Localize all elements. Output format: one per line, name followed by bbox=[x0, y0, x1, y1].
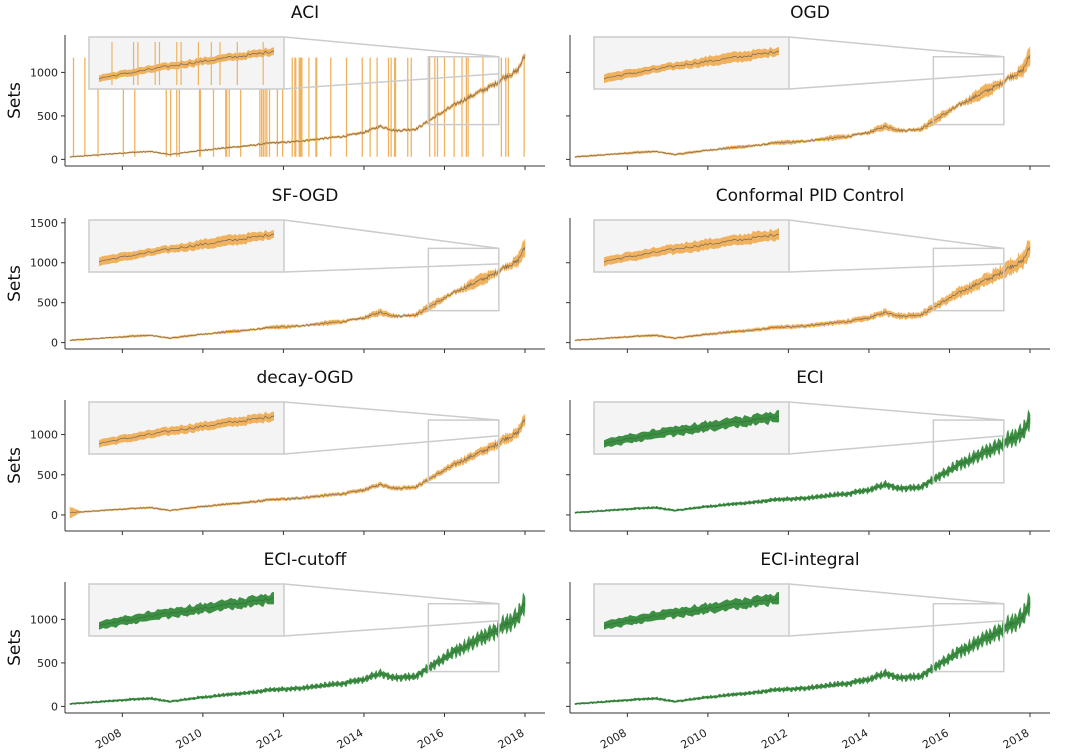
price-series-line bbox=[69, 602, 526, 705]
y-axis-label: Sets bbox=[5, 82, 25, 119]
zoom-inset-box bbox=[593, 401, 790, 455]
inset-connector-line bbox=[283, 72, 499, 90]
inset-band bbox=[604, 591, 779, 630]
x-tick-label: 2018 bbox=[496, 726, 527, 751]
subplot-title: ECI-integral bbox=[760, 550, 859, 570]
subplot-2: OGD bbox=[566, 3, 1050, 170]
inset-connector-line bbox=[788, 263, 1004, 273]
y-axis-label: Sets bbox=[5, 265, 25, 302]
prediction-set-band bbox=[69, 52, 526, 158]
inset-price-line bbox=[98, 233, 275, 263]
y-tick-label: 1000 bbox=[30, 429, 58, 442]
y-tick-label: 0 bbox=[51, 700, 58, 713]
x-tick-label: 2008 bbox=[598, 726, 629, 751]
inset-band bbox=[99, 591, 274, 630]
inset-connector-line bbox=[788, 219, 1004, 250]
zoom-region-box bbox=[427, 247, 500, 312]
inset-price-line bbox=[603, 415, 780, 445]
subplot-5: decay-OGD 0 500 1000 Sets bbox=[5, 368, 545, 535]
inset-connector-line bbox=[788, 435, 1004, 455]
inset-connector-line bbox=[788, 583, 1004, 605]
subplot-title: decay-OGD bbox=[256, 368, 353, 388]
price-series-line bbox=[574, 418, 1031, 514]
y-tick-label: 0 bbox=[51, 153, 58, 166]
subplot-6: ECI bbox=[566, 368, 1050, 535]
price-series-line bbox=[574, 55, 1031, 158]
zoom-inset-box bbox=[593, 36, 790, 90]
inset-band bbox=[604, 227, 779, 267]
subplot-1: ACI 0 500 1000 Sets bbox=[5, 3, 545, 170]
inset-connector-line bbox=[788, 72, 1004, 90]
price-series-line bbox=[69, 418, 526, 514]
price-series-line bbox=[574, 246, 1031, 341]
subplot-title: OGD bbox=[790, 3, 830, 23]
y-tick-label: 1500 bbox=[30, 217, 58, 230]
inset-connector-line bbox=[283, 619, 499, 637]
x-tick-label: 2014 bbox=[335, 726, 366, 751]
subplot-title: ECI bbox=[796, 368, 824, 388]
y-tick-label: 1000 bbox=[30, 613, 58, 626]
zoom-inset-box bbox=[88, 401, 285, 455]
zoom-region-box bbox=[427, 419, 500, 484]
subplot-8: ECI-integral 2008 2010 2012 2014 2016 2018 bbox=[566, 550, 1050, 752]
inset-connector-line bbox=[283, 36, 499, 58]
y-tick-label: 500 bbox=[37, 657, 58, 670]
x-tick-label: 2018 bbox=[1001, 726, 1032, 751]
x-tick-label: 2014 bbox=[840, 726, 871, 751]
subplot-4: Conformal PID Control bbox=[566, 186, 1050, 353]
inset-connector-line bbox=[283, 435, 499, 455]
inset-price-line bbox=[603, 597, 780, 627]
x-tick-label: 2008 bbox=[93, 726, 124, 751]
price-series-line bbox=[69, 246, 526, 341]
zoom-region-box bbox=[932, 419, 1005, 484]
inset-price-line bbox=[98, 415, 275, 445]
x-tick-label: 2012 bbox=[254, 726, 285, 751]
inset-price-line bbox=[98, 50, 275, 80]
inset-connector-line bbox=[788, 36, 1004, 58]
y-tick-label: 1000 bbox=[30, 66, 58, 79]
subplot-title: ACI bbox=[291, 3, 319, 23]
subplot-title: ECI-cutoff bbox=[264, 550, 348, 570]
inset-price-line bbox=[603, 233, 780, 263]
y-tick-label: 0 bbox=[51, 337, 58, 350]
inset-price-line bbox=[98, 597, 275, 627]
y-axis-label: Sets bbox=[5, 447, 25, 484]
zoom-region-box bbox=[427, 602, 500, 673]
x-tick-label: 2010 bbox=[174, 726, 205, 751]
inset-connector-line bbox=[283, 263, 499, 273]
prediction-set-band bbox=[574, 239, 1031, 342]
inset-connector-line bbox=[788, 401, 1004, 421]
inset-connector-line bbox=[283, 219, 499, 250]
inset-connector-line bbox=[283, 583, 499, 605]
y-tick-label: 0 bbox=[51, 509, 58, 522]
inset-connector-line bbox=[788, 619, 1004, 637]
x-tick-label: 2016 bbox=[415, 726, 446, 751]
subplot-7: ECI-cutoff 0 500 1000 Sets 2008 2010 2012 2014 20… bbox=[5, 550, 545, 752]
zoom-region-box bbox=[932, 55, 1005, 126]
y-tick-label: 500 bbox=[37, 469, 58, 482]
zoom-region-box bbox=[932, 602, 1005, 673]
y-axis-label: Sets bbox=[5, 629, 25, 666]
subplot-title: SF-OGD bbox=[272, 186, 339, 206]
prediction-set-band bbox=[69, 413, 526, 519]
inset-band bbox=[604, 409, 779, 448]
subplot-3: SF-OGD 0 500 1000 1500 Sets bbox=[5, 186, 545, 353]
x-tick-label: 2012 bbox=[759, 726, 790, 751]
y-tick-label: 500 bbox=[37, 110, 58, 123]
inset-connector-line bbox=[283, 401, 499, 421]
y-tick-label: 1000 bbox=[30, 257, 58, 270]
price-series-line bbox=[69, 55, 526, 158]
y-tick-label: 500 bbox=[37, 297, 58, 310]
x-tick-label: 2010 bbox=[679, 726, 710, 751]
zoom-region-box bbox=[932, 247, 1005, 312]
subplot-title: Conformal PID Control bbox=[716, 186, 904, 206]
zoom-region-box bbox=[427, 55, 500, 126]
inset-price-line bbox=[603, 50, 780, 80]
price-series-line bbox=[574, 602, 1031, 705]
x-tick-label: 2016 bbox=[920, 726, 951, 751]
